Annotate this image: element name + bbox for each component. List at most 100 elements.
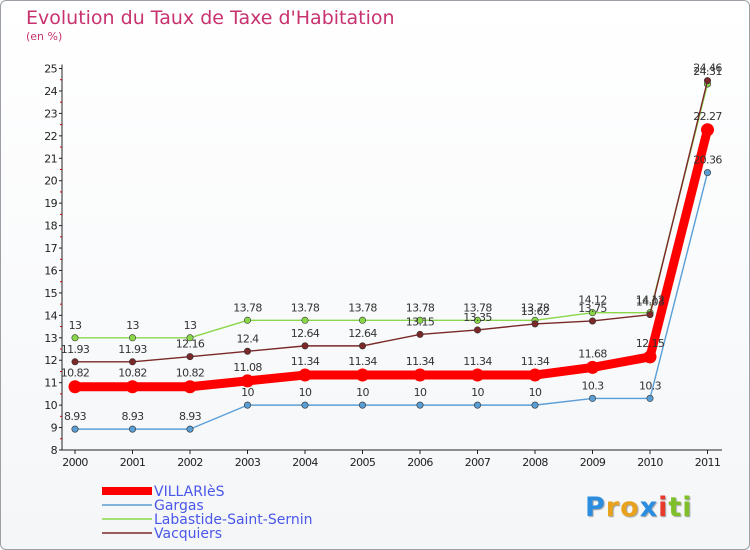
logo-letter: r: [605, 492, 621, 523]
data-label: 10.3: [581, 379, 604, 392]
data-point: [473, 316, 481, 324]
data-point: [471, 368, 484, 382]
y-tick-label: 13: [44, 332, 57, 345]
data-label: 14.12: [578, 294, 607, 307]
data-label: 13: [184, 319, 197, 332]
data-label: 14.12: [636, 294, 665, 307]
proxiti-logo: Proxiti: [585, 492, 693, 523]
data-point: [703, 77, 711, 85]
data-label: 11.93: [61, 343, 90, 356]
data-point: [413, 368, 427, 382]
x-tick-label: 2010: [637, 456, 663, 469]
data-label: 10.82: [176, 367, 205, 380]
data-label: 11.08: [233, 361, 262, 374]
y-tick-label: 17: [44, 242, 57, 255]
logo-letter: x: [639, 492, 659, 523]
y-tick-label: 24: [44, 85, 57, 98]
x-tick-label: 2000: [62, 456, 88, 469]
y-tick-label: 19: [44, 197, 57, 210]
data-label: 20.36: [693, 154, 722, 167]
data-point: [416, 316, 424, 324]
data-point: [126, 380, 139, 394]
y-tick-label: 10: [44, 399, 57, 412]
logo-letter: i: [682, 492, 693, 523]
data-point: [358, 316, 366, 324]
legend-label: VILLARIèS: [154, 484, 225, 500]
data-label: 11.34: [406, 355, 435, 368]
data-point: [416, 401, 424, 409]
data-point: [588, 317, 596, 325]
y-tick-label: 22: [44, 130, 57, 143]
x-tick-label: 2007: [465, 456, 491, 469]
y-tick-label: 21: [44, 152, 57, 165]
data-label: 13: [126, 319, 139, 332]
data-label: 10.82: [61, 367, 90, 380]
data-point: [356, 368, 369, 382]
data-point: [301, 316, 309, 324]
y-tick-label: 25: [44, 63, 57, 76]
data-point: [701, 123, 714, 137]
data-label: 13: [69, 319, 82, 332]
series-line-3: [74, 79, 709, 363]
logo-letter: P: [585, 492, 606, 523]
data-point: [531, 401, 539, 409]
data-point: [71, 334, 79, 342]
legend-label: Gargas: [154, 498, 204, 514]
data-point: [588, 394, 596, 402]
data-point: [301, 342, 309, 350]
y-tick-label: 18: [44, 220, 57, 233]
data-label: 24.31: [693, 65, 722, 78]
data-point: [71, 358, 79, 366]
data-label: 12.16: [176, 338, 205, 351]
data-label: 11.93: [118, 343, 147, 356]
data-point: [358, 342, 366, 350]
data-label: 10: [299, 386, 312, 399]
y-tick-label: 12: [44, 354, 57, 367]
data-point: [68, 380, 82, 394]
data-point: [473, 401, 481, 409]
data-label: 10.82: [118, 367, 147, 380]
logo-letter: i: [658, 492, 669, 523]
data-label: 12.15: [636, 337, 665, 350]
y-tick-label: 16: [44, 264, 57, 277]
data-label: 14.03: [636, 296, 665, 309]
logo-letter: t: [668, 492, 683, 523]
data-label: 13.75: [578, 302, 607, 315]
y-tick-label: 14: [44, 309, 57, 322]
data-point: [643, 350, 657, 364]
series-line-2: [74, 83, 709, 339]
data-point: [586, 360, 599, 374]
data-label: 8.93: [179, 410, 202, 423]
data-label: 11.34: [291, 355, 320, 368]
data-point: [646, 394, 654, 402]
x-tick-label: 2011: [695, 456, 721, 469]
x-tick-label: 2001: [120, 456, 146, 469]
data-label: 11.34: [348, 355, 377, 368]
data-point: [473, 326, 481, 334]
x-tick-label: 2005: [350, 456, 376, 469]
series-line-0: [70, 125, 712, 392]
data-label: 13.78: [521, 301, 550, 314]
data-label: 11.68: [578, 347, 607, 360]
data-point: [183, 380, 197, 394]
data-point: [244, 401, 252, 409]
chart-title: Evolution du Taux de Taxe d'Habitation: [26, 7, 395, 29]
legend: VILLARIèSGargasLabastide-Saint-SerninVac…: [102, 484, 312, 542]
data-label: 13.15: [406, 315, 435, 328]
data-label: 13.62: [521, 305, 550, 318]
data-point: [186, 334, 194, 342]
data-point: [298, 368, 312, 382]
series-line-1: [74, 171, 709, 430]
data-point: [244, 347, 252, 355]
data-label: 13.78: [463, 301, 492, 314]
data-point: [244, 316, 252, 324]
legend-label: Labastide-Saint-Sernin: [154, 512, 312, 528]
data-label: 10: [414, 386, 427, 399]
data-label: 12.64: [348, 327, 377, 340]
data-point: [646, 311, 654, 319]
y-tick-label: 11: [44, 377, 57, 390]
x-tick-label: 2002: [177, 456, 203, 469]
x-tick-label: 2006: [407, 456, 433, 469]
